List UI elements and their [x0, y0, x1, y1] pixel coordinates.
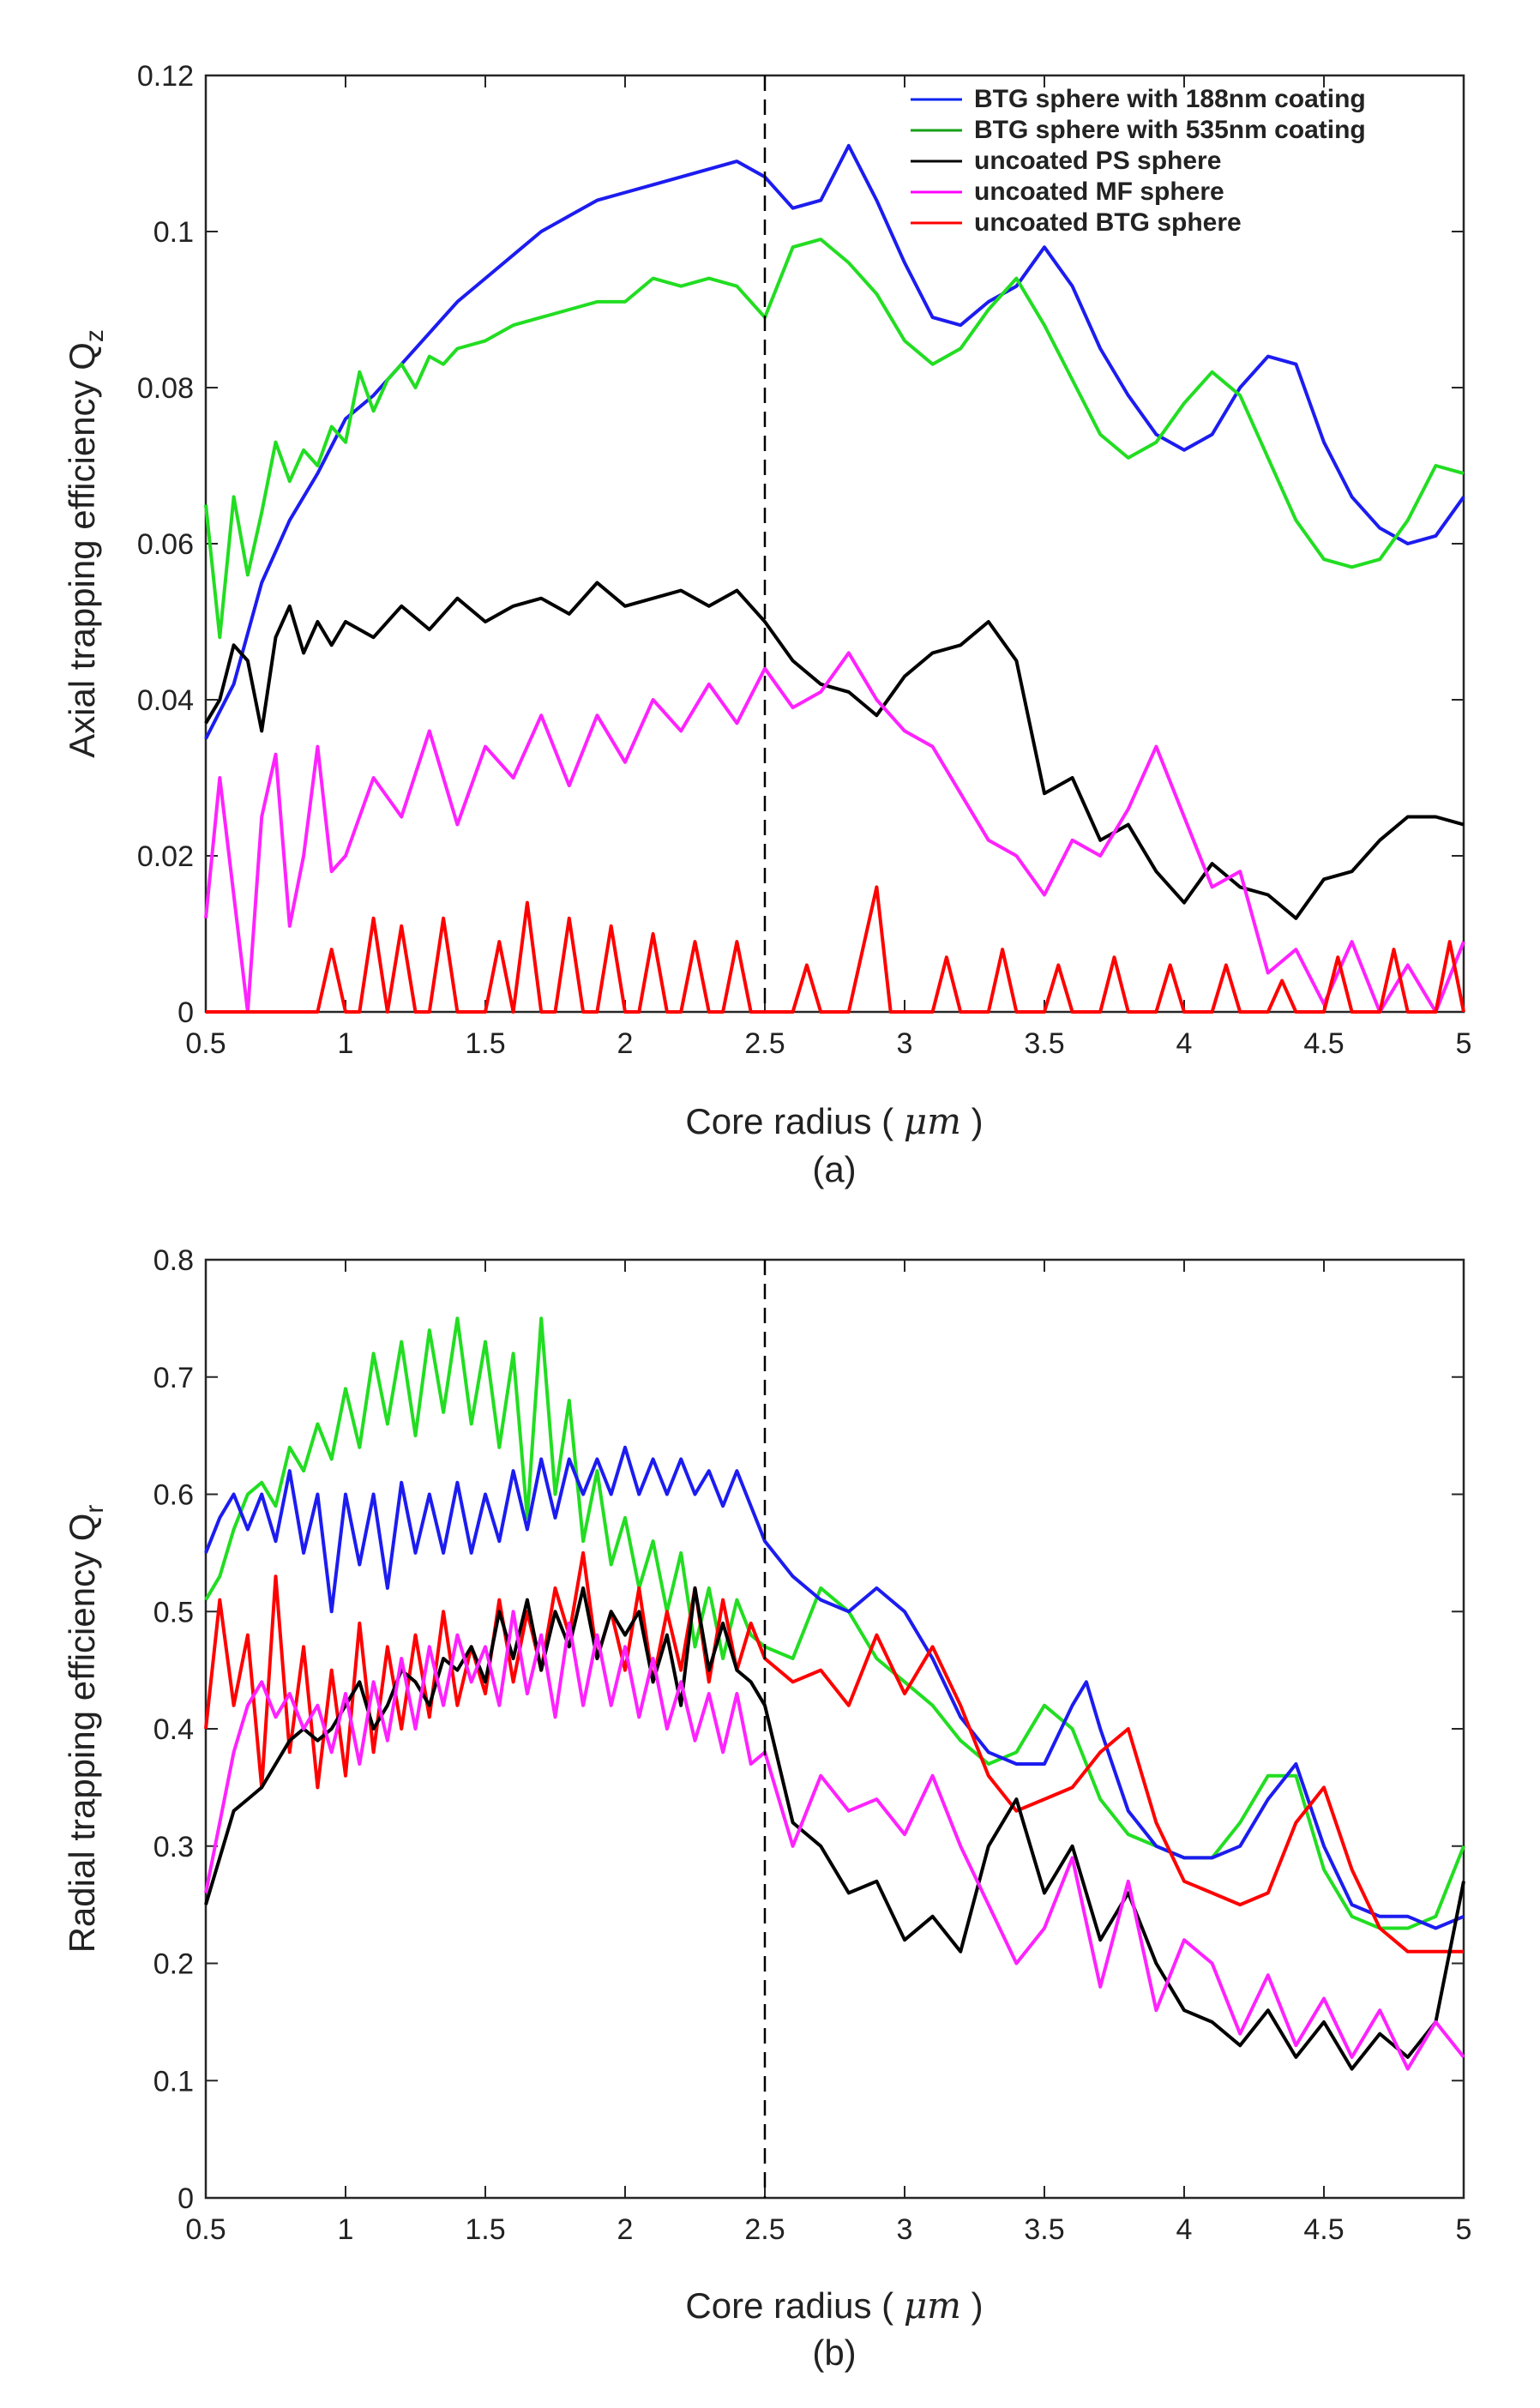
x-tick-label-b-2: 1.5: [465, 2213, 505, 2246]
y-tick-label-a-3: 0.06: [137, 528, 194, 561]
x-tick-label-b-1: 1: [338, 2213, 354, 2246]
series-layer-b: [204, 1316, 1465, 2071]
series-magenta-line-b: [204, 1610, 1465, 2071]
y-tick-label-a-6: 0.12: [137, 60, 194, 93]
series-black-line-b: [204, 1586, 1465, 2071]
x-tick-label-a-4: 2.5: [744, 1027, 785, 1060]
series-layer-a: [204, 143, 1465, 1014]
y-tick-label-b-8: 0.8: [153, 1244, 194, 1277]
ticks-a: 0.5 1 1.5 2 2.5 3 3.5 4 4.5 5 0 0.02 0.04 0.06 0.08 0.1…: [137, 60, 1472, 1060]
x-axis-label-b: Core radius ( μm ): [685, 2285, 983, 2327]
x-tick-label-a-9: 5: [1456, 1027, 1472, 1060]
series-blue-line-a: [204, 143, 1465, 740]
legend-a: BTG sphere with 188nm coating BTG sphere …: [911, 85, 1366, 237]
x-tick-label-b-4: 2.5: [744, 2213, 785, 2246]
series-green-line-a: [204, 238, 1465, 640]
panel-a-axial: 0.5 1 1.5 2 2.5 3 3.5 4 4.5 5 0 0.02 0.04 0.06 0.08 0.1…: [62, 60, 1471, 1189]
x-tick-label-b-8: 4.5: [1303, 2213, 1344, 2246]
y-tick-label-a-4: 0.08: [137, 372, 194, 405]
y-axis-label-a: Axial trapping efficiency Qz: [62, 329, 109, 758]
panel-tag-b: (b): [812, 2333, 856, 2373]
series-blue-line-b: [204, 1445, 1465, 1930]
y-tick-label-a-0: 0: [177, 996, 194, 1029]
x-tick-label-b-6: 3.5: [1024, 2213, 1064, 2246]
y-tick-label-a-1: 0.02: [137, 840, 194, 873]
y-tick-label-b-6: 0.6: [153, 1479, 194, 1512]
x-axis-label-a: Core radius ( μm ): [685, 1100, 983, 1142]
legend-label-0: BTG sphere with 188nm coating: [974, 85, 1366, 113]
x-tick-label-b-3: 2: [617, 2213, 634, 2246]
x-tick-label-b-5: 3: [897, 2213, 913, 2246]
y-axis-label-b: Radial trapping efficiency Qr: [62, 1505, 109, 1953]
y-tick-label-a-2: 0.04: [137, 684, 194, 717]
x-tick-label-a-6: 3.5: [1024, 1027, 1064, 1060]
y-tick-label-b-5: 0.5: [153, 1596, 194, 1628]
panel-tag-a: (a): [812, 1149, 856, 1189]
legend-label-4: uncoated BTG sphere: [974, 208, 1242, 237]
y-tick-label-b-4: 0.4: [153, 1713, 194, 1746]
y-tick-label-b-3: 0.3: [153, 1831, 194, 1863]
series-magenta-line-a: [204, 651, 1465, 1014]
y-tick-label-a-5: 0.1: [153, 216, 194, 249]
x-tick-label-b-7: 4: [1176, 2213, 1193, 2246]
x-tick-label-a-1: 1: [338, 1027, 354, 1060]
plot-frame-a: [204, 74, 1465, 1014]
y-tick-label-b-0: 0: [177, 2182, 194, 2215]
x-tick-label-b-0: 0.5: [185, 2213, 226, 2246]
x-tick-label-a-0: 0.5: [185, 1027, 226, 1060]
x-tick-label-a-3: 2: [617, 1027, 634, 1060]
y-tick-label-b-1: 0.1: [153, 2065, 194, 2098]
series-black-line-a: [204, 581, 1465, 920]
x-tick-label-a-2: 1.5: [465, 1027, 505, 1060]
legend-label-1: BTG sphere with 535nm coating: [974, 116, 1366, 144]
series-red-line-b: [204, 1550, 1464, 1953]
x-tick-label-a-7: 4: [1176, 1027, 1193, 1060]
panel-b-radial: 0.5 1 1.5 2 2.5 3 3.5 4 4.5 5 0 0.1 0.2 0.3 0.4 0.5 0.6 0…: [62, 1244, 1471, 2373]
legend-label-2: uncoated PS sphere: [974, 147, 1221, 175]
y-tick-label-b-7: 0.7: [153, 1362, 194, 1394]
x-tick-label-a-5: 3: [897, 1027, 913, 1060]
legend-label-3: uncoated MF sphere: [974, 178, 1224, 206]
x-tick-label-b-9: 5: [1456, 2213, 1472, 2246]
plot-frame-b: [204, 1258, 1465, 2200]
ticks-b: 0.5 1 1.5 2 2.5 3 3.5 4 4.5 5 0 0.1 0.2 0.3 0.4 0.5 0.6 0…: [153, 1244, 1472, 2246]
series-red-line-a: [206, 885, 1465, 1014]
x-tick-label-a-8: 4.5: [1303, 1027, 1344, 1060]
y-tick-label-b-2: 0.2: [153, 1948, 194, 1981]
